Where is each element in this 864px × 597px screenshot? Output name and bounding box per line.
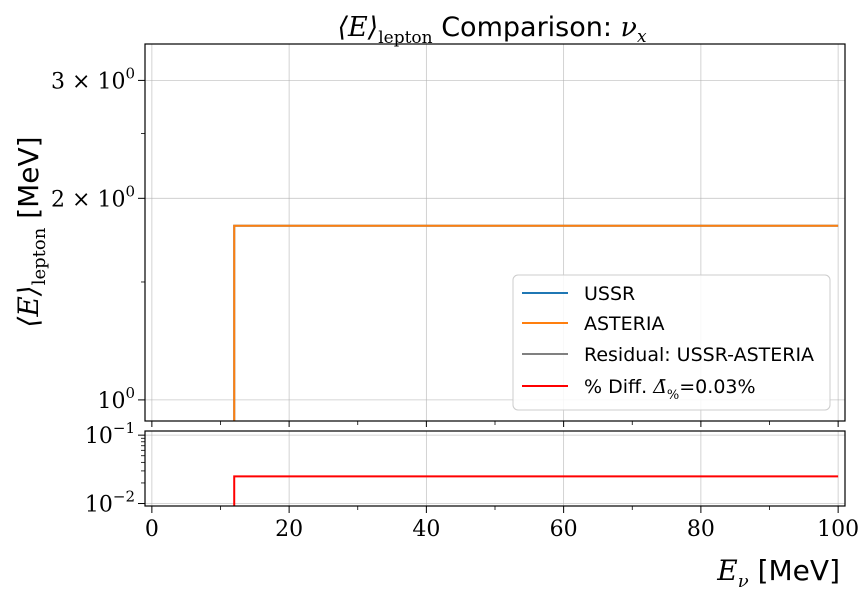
xlabel-unit: [MeV] <box>749 554 840 587</box>
legend-label-delta-subscript: % <box>667 388 679 403</box>
ylabel-mean-energy: ⟨E⟩ <box>12 285 45 327</box>
title-nu: ν <box>621 12 637 43</box>
ratio-grid <box>145 431 845 506</box>
ylabel-unit: [MeV] <box>12 136 45 227</box>
legend-label-delta: Δ̄ <box>652 376 667 398</box>
x-tick-label-80: 80 <box>687 517 715 542</box>
y-axis-label: ⟨E⟩lepton [MeV] <box>12 136 50 327</box>
title-subscript: lepton <box>378 28 432 48</box>
x-tick-label-0: 0 <box>145 517 159 542</box>
ratio-y-tick-label-0: 10−1 <box>85 419 135 449</box>
legend-entry-percent-diff: % Diff. Δ̄%=0.03% <box>522 376 756 403</box>
ratio-y-ticks: 10−1 10−2 <box>85 419 145 518</box>
title-nu-subscript: x <box>637 27 647 47</box>
x-ticks: 0 20 40 60 80 100 <box>145 421 859 542</box>
title-rest: Comparison: <box>433 12 621 43</box>
main-series-line-asteria <box>233 224 839 421</box>
legend-box <box>512 274 831 411</box>
legend-entry-residual: Residual: USSR-ASTERIA <box>522 344 814 366</box>
legend-entry-asteria: ASTERIA <box>522 313 664 335</box>
ratio-series-line--diff- <box>233 475 839 506</box>
xlabel-subscript: ν <box>738 571 749 592</box>
main-series <box>233 224 839 421</box>
legend-label-value: =0.03% <box>679 376 755 398</box>
xlabel-energy: E <box>716 554 737 587</box>
legend: USSR ASTERIA Residual: USSR-ASTERIA % Di… <box>512 274 831 411</box>
ratio-series <box>233 475 839 506</box>
legend-entry-ussr: USSR <box>522 283 635 305</box>
main-y-ticks: 3 × 100 2 × 100 100 <box>51 64 145 414</box>
main-y-tick-label-2: 100 <box>97 384 135 414</box>
x-tick-label-20: 20 <box>275 517 303 542</box>
legend-label-percent-diff-text: % Diff. <box>584 376 653 398</box>
title-mean-energy: ⟨E⟩ <box>337 12 378 43</box>
main-y-tick-label-1: 2 × 100 <box>51 182 135 212</box>
legend-label-asteria: ASTERIA <box>584 313 664 335</box>
main-y-tick-label-0: 3 × 100 <box>51 64 135 94</box>
x-axis-label: Eν [MeV] <box>716 554 840 592</box>
legend-label-percent-diff: % Diff. Δ̄%=0.03% <box>584 376 756 403</box>
legend-label-residual: Residual: USSR-ASTERIA <box>584 344 814 366</box>
ratio-plot-frame <box>144 430 846 507</box>
ratio-y-tick-label-1: 10−2 <box>85 488 135 518</box>
legend-label-ussr: USSR <box>584 283 635 305</box>
x-tick-label-40: 40 <box>412 517 440 542</box>
chart-title: ⟨E⟩lepton Comparison: νx <box>337 12 647 48</box>
x-tick-label-60: 60 <box>550 517 578 542</box>
x-tick-label-100: 100 <box>817 517 859 542</box>
ylabel-subscript: lepton <box>29 227 50 285</box>
